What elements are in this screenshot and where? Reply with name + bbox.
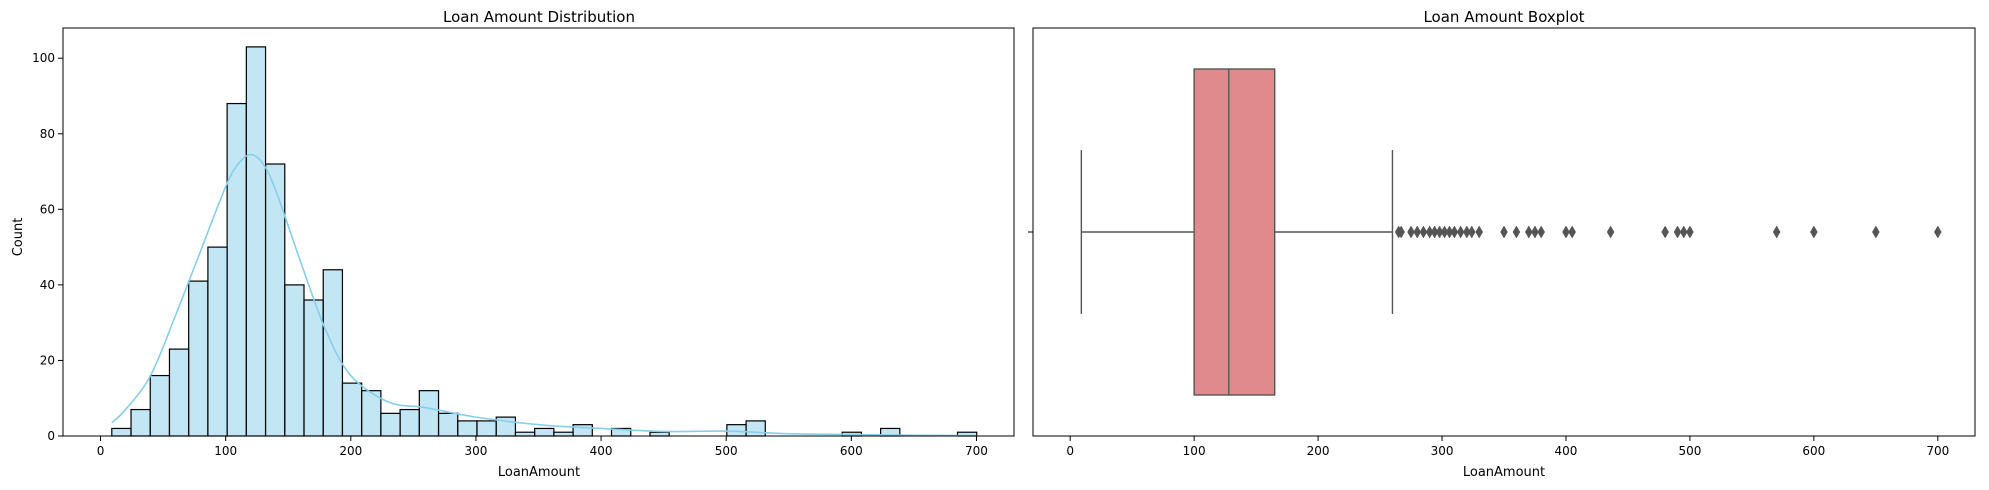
outlier-point bbox=[1606, 225, 1615, 239]
histogram-axes-frame bbox=[62, 27, 1015, 437]
outlier-point bbox=[1512, 225, 1521, 239]
histogram-bar bbox=[226, 102, 247, 437]
outlier-point bbox=[1397, 225, 1405, 239]
outlier-point bbox=[1475, 225, 1483, 239]
histogram-bar bbox=[303, 299, 324, 437]
outlier-point bbox=[1456, 225, 1465, 239]
histogram-x-ticks: 0 100 200 300 400 500 600 700 bbox=[97, 436, 988, 458]
histogram-bar bbox=[649, 431, 670, 437]
histogram-y-tick-label: 40 bbox=[40, 278, 55, 292]
boxplot-x-tick-label: 0 bbox=[1066, 444, 1074, 458]
outlier-point bbox=[1407, 225, 1415, 239]
outlier-point bbox=[1467, 225, 1476, 239]
boxplot-panel: Loan Amount Boxplot 0 100 200 300 400 500 600 7… bbox=[1028, 8, 1976, 480]
histogram-x-tick-label: 500 bbox=[715, 444, 738, 458]
boxplot-x-ticks: 0 100 200 300 400 500 600 700 bbox=[1066, 436, 1949, 458]
boxplot-glyph bbox=[1080, 68, 1394, 396]
outlier-point bbox=[1537, 225, 1545, 239]
outlier-point bbox=[1934, 225, 1942, 239]
outlier-point bbox=[1772, 225, 1781, 239]
boxplot-x-tick-label: 700 bbox=[1926, 444, 1949, 458]
histogram-bar bbox=[149, 374, 171, 437]
iqr-box bbox=[1193, 68, 1276, 396]
boxplot-x-tick-label: 400 bbox=[1555, 444, 1578, 458]
histogram-y-tick-label: 60 bbox=[40, 202, 55, 216]
histogram-y-axis-label: Count bbox=[11, 218, 26, 257]
boxplot-outliers bbox=[1394, 225, 1942, 239]
outlier-point bbox=[1425, 225, 1434, 239]
boxplot-axes-frame bbox=[1032, 27, 1976, 437]
boxplot-x-tick-label: 500 bbox=[1678, 444, 1701, 458]
histogram-bar bbox=[168, 348, 190, 437]
histogram-y-tick-label: 100 bbox=[32, 51, 55, 65]
histogram-bar bbox=[322, 269, 344, 437]
histogram-x-tick-label: 100 bbox=[214, 444, 237, 458]
kde-curve bbox=[111, 153, 977, 437]
histogram-x-tick-label: 300 bbox=[464, 444, 487, 458]
histogram-y-tick-label: 80 bbox=[40, 127, 55, 141]
outlier-point bbox=[1531, 225, 1539, 239]
histogram-bar bbox=[111, 427, 132, 437]
histogram-y-ticks: 0 20 40 60 80 100 bbox=[32, 51, 63, 443]
histogram-x-axis-label: LoanAmount bbox=[498, 465, 580, 480]
outlier-point bbox=[1525, 225, 1533, 239]
histogram-title: Loan Amount Distribution bbox=[443, 8, 635, 26]
outlier-point bbox=[1413, 225, 1422, 239]
histogram-bar bbox=[418, 390, 440, 437]
outlier-point bbox=[1686, 225, 1694, 239]
histogram-bar bbox=[264, 163, 286, 437]
histogram-bar bbox=[245, 46, 267, 437]
outlier-point bbox=[1679, 225, 1688, 239]
outlier-point bbox=[1872, 225, 1880, 239]
histogram-x-tick-label: 0 bbox=[97, 444, 105, 458]
boxplot-x-tick-label: 300 bbox=[1431, 444, 1454, 458]
outlier-point bbox=[1445, 225, 1454, 239]
histogram-bar bbox=[534, 427, 555, 437]
histogram-bar bbox=[130, 408, 151, 437]
histogram-y-tick-label: 20 bbox=[40, 353, 55, 367]
histogram-x-tick-label: 700 bbox=[965, 444, 988, 458]
histogram-bars bbox=[111, 46, 978, 437]
boxplot-title: Loan Amount Boxplot bbox=[1423, 8, 1584, 26]
histogram-y-tick-label: 0 bbox=[47, 429, 55, 443]
outlier-point bbox=[1419, 225, 1428, 239]
histogram-bar bbox=[188, 280, 209, 437]
histogram-bar bbox=[341, 382, 363, 437]
boxplot-x-tick-label: 100 bbox=[1183, 444, 1206, 458]
histogram-bar bbox=[380, 412, 401, 437]
outlier-point bbox=[1430, 225, 1439, 239]
boxplot-x-axis-label: LoanAmount bbox=[1463, 465, 1545, 480]
outlier-point bbox=[1661, 225, 1669, 239]
histogram-x-tick-label: 200 bbox=[339, 444, 362, 458]
outlier-point bbox=[1568, 225, 1576, 239]
histogram-bar bbox=[745, 420, 766, 437]
histogram-bar bbox=[457, 420, 478, 437]
histogram-bar bbox=[284, 284, 305, 437]
outlier-point bbox=[1562, 225, 1570, 239]
histogram-panel: Loan Amount Distribution 0 100 200 300 400 50… bbox=[11, 8, 1015, 480]
histogram-bar bbox=[207, 246, 228, 437]
boxplot-x-tick-label: 600 bbox=[1802, 444, 1825, 458]
histogram-bar bbox=[514, 431, 536, 437]
histogram-x-tick-label: 600 bbox=[840, 444, 863, 458]
histogram-bar bbox=[399, 408, 420, 437]
outlier-point bbox=[1673, 225, 1682, 239]
outlier-point bbox=[1500, 225, 1508, 239]
outlier-point bbox=[1450, 225, 1459, 239]
outlier-point bbox=[1810, 225, 1818, 239]
histogram-bar bbox=[476, 420, 497, 437]
boxplot-x-tick-label: 200 bbox=[1307, 444, 1330, 458]
histogram-x-tick-label: 400 bbox=[590, 444, 613, 458]
histogram-bar bbox=[553, 431, 574, 437]
histogram-bar bbox=[437, 412, 459, 437]
histogram-bar bbox=[726, 424, 747, 437]
